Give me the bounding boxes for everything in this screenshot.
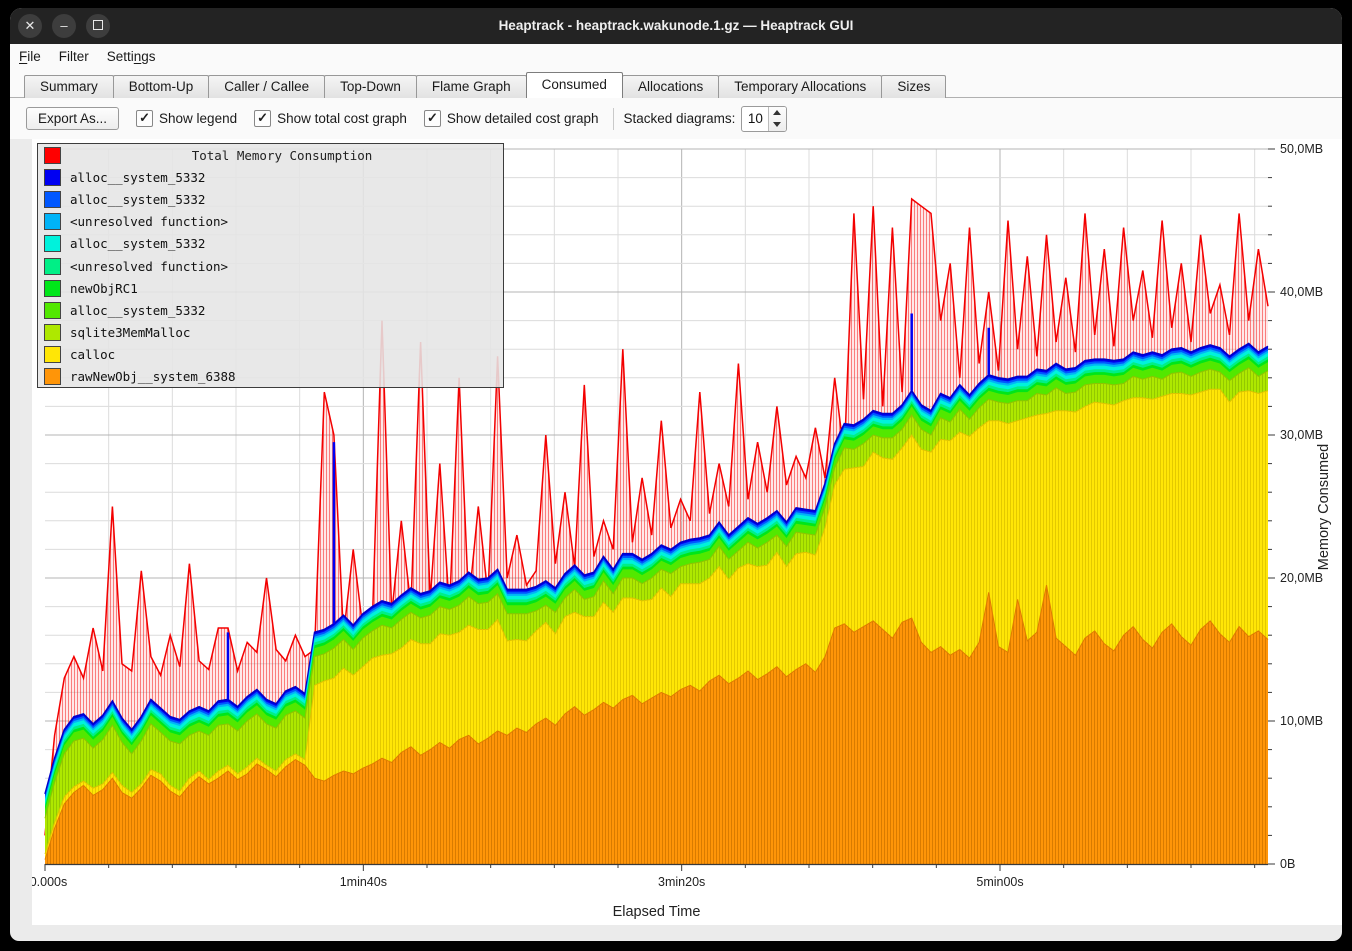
legend-label: <unresolved function>	[70, 214, 228, 229]
legend-item: alloc__system_5332	[38, 233, 503, 255]
legend-item: <unresolved function>	[38, 211, 503, 233]
tab-bar: SummaryBottom-UpCaller / CalleeTop-DownF…	[10, 70, 1342, 98]
toolbar: Export As... ✓ Show legend ✓ Show total cos…	[10, 98, 1342, 139]
legend-swatch-icon	[44, 169, 61, 186]
tab-caller-callee[interactable]: Caller / Callee	[208, 75, 325, 98]
checkbox-label: Show legend	[159, 111, 237, 126]
legend-item: alloc__system_5332	[38, 299, 503, 321]
legend-swatch-icon	[44, 147, 61, 164]
svg-text:Elapsed Time: Elapsed Time	[613, 904, 701, 920]
stacked-diagrams-label: Stacked diagrams:	[624, 111, 736, 126]
spinner-value[interactable]: 10	[742, 107, 768, 131]
tab-bottom-up[interactable]: Bottom-Up	[113, 75, 210, 98]
stacked-diagrams-spinner[interactable]: 10	[741, 106, 787, 132]
legend-swatch-icon	[44, 258, 61, 275]
legend-label: alloc__system_5332	[70, 236, 205, 251]
spinner-down-icon[interactable]	[769, 119, 786, 131]
svg-text:00.000s: 00.000s	[32, 875, 67, 889]
checkbox-icon[interactable]: ✓	[424, 110, 441, 127]
menu-filter[interactable]: Filter	[50, 44, 98, 70]
legend-item: alloc__system_5332	[38, 166, 503, 188]
svg-text:50,0MB: 50,0MB	[1280, 142, 1323, 156]
svg-text:40,0MB: 40,0MB	[1280, 285, 1323, 299]
checkbox-icon[interactable]: ✓	[254, 110, 271, 127]
legend-swatch-icon	[44, 235, 61, 252]
legend-label: newObjRC1	[70, 281, 138, 296]
chart-legend: Total Memory Consumption alloc__system_53…	[37, 143, 504, 388]
legend-title: Total Memory Consumption	[61, 148, 503, 163]
legend-swatch-icon	[44, 280, 61, 297]
tab-sizes[interactable]: Sizes	[881, 75, 946, 98]
legend-item: newObjRC1	[38, 277, 503, 299]
legend-item: <unresolved function>	[38, 255, 503, 277]
svg-text:3min20s: 3min20s	[658, 875, 705, 889]
svg-text:30,0MB: 30,0MB	[1280, 428, 1323, 442]
legend-swatch-icon	[44, 346, 61, 363]
legend-title-row: Total Memory Consumption	[38, 144, 503, 166]
svg-text:Memory Consumed: Memory Consumed	[1316, 444, 1332, 571]
legend-swatch-icon	[44, 213, 61, 230]
tab-flame-graph[interactable]: Flame Graph	[416, 75, 527, 98]
export-as-button[interactable]: Export As...	[26, 107, 119, 130]
checkbox-icon[interactable]: ✓	[136, 110, 153, 127]
tab-summary[interactable]: Summary	[24, 75, 114, 98]
legend-item: alloc__system_5332	[38, 188, 503, 210]
svg-text:1min40s: 1min40s	[340, 875, 387, 889]
checkbox-label: Show detailed cost graph	[447, 111, 599, 126]
legend-label: rawNewObj__system_6388	[70, 369, 236, 384]
legend-swatch-icon	[44, 368, 61, 385]
title-bar[interactable]: ✕ – Heaptrack - heaptrack.wakunode.1.gz …	[10, 8, 1342, 44]
legend-swatch-icon	[44, 324, 61, 341]
window-title: Heaptrack - heaptrack.wakunode.1.gz — He…	[10, 8, 1342, 44]
legend-swatch-icon	[44, 191, 61, 208]
legend-item: calloc	[38, 344, 503, 366]
checkbox-show-total-cost-graph[interactable]: ✓ Show total cost graph	[254, 110, 407, 127]
legend-item: rawNewObj__system_6388	[38, 366, 503, 388]
legend-item: sqlite3MemMalloc	[38, 322, 503, 344]
menu-settings[interactable]: Settings	[98, 44, 165, 70]
legend-label: calloc	[70, 347, 115, 362]
checkbox-show-detailed-cost-graph[interactable]: ✓ Show detailed cost graph	[424, 110, 599, 127]
legend-label: <unresolved function>	[70, 259, 228, 274]
tab-temporary-allocations[interactable]: Temporary Allocations	[718, 75, 882, 98]
svg-text:5min00s: 5min00s	[976, 875, 1023, 889]
legend-label: alloc__system_5332	[70, 192, 205, 207]
svg-text:0B: 0B	[1280, 857, 1295, 871]
spinner-buttons	[768, 107, 786, 131]
legend-label: sqlite3MemMalloc	[70, 325, 190, 340]
legend-label: alloc__system_5332	[70, 303, 205, 318]
legend-swatch-icon	[44, 302, 61, 319]
menu-bar: FileFilterSettings	[10, 44, 1342, 70]
spinner-up-icon[interactable]	[769, 107, 786, 119]
checkbox-label: Show total cost graph	[277, 111, 407, 126]
svg-text:10,0MB: 10,0MB	[1280, 714, 1323, 728]
legend-label: alloc__system_5332	[70, 170, 205, 185]
tab-allocations[interactable]: Allocations	[622, 75, 719, 98]
checkbox-show-legend[interactable]: ✓ Show legend	[136, 110, 237, 127]
tab-consumed[interactable]: Consumed	[526, 72, 623, 98]
menu-file[interactable]: File	[10, 44, 50, 70]
toolbar-separator	[613, 108, 614, 130]
svg-text:20,0MB: 20,0MB	[1280, 571, 1323, 585]
tab-top-down[interactable]: Top-Down	[324, 75, 417, 98]
